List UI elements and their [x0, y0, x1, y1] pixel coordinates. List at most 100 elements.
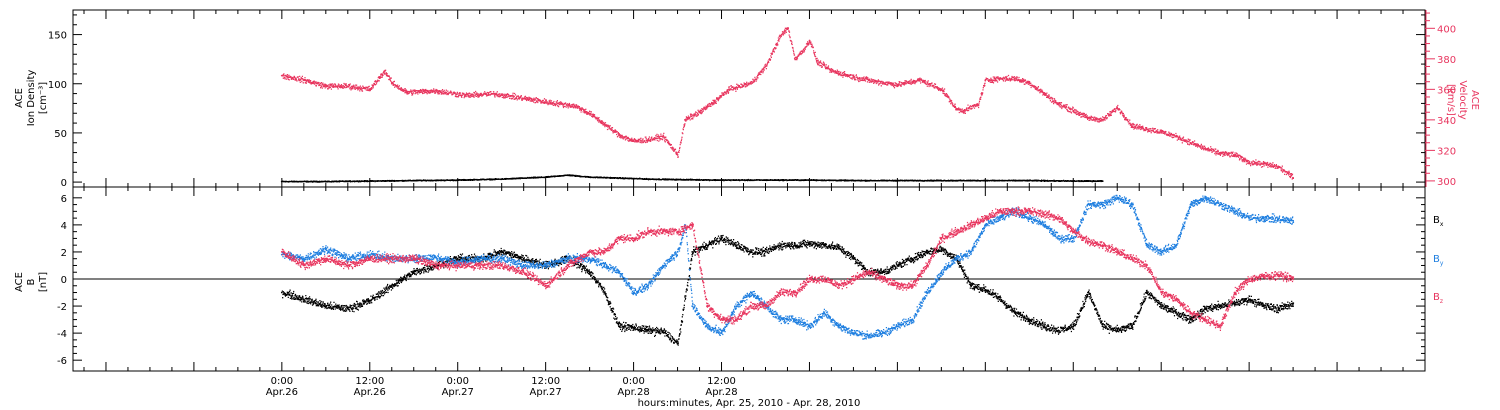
velocity-point-50: [1101, 119, 1104, 121]
bz-point-45: [1043, 213, 1045, 216]
velocity-point-34: [852, 76, 855, 78]
bz-point-20: [676, 230, 679, 233]
velocity-point-27: [779, 35, 781, 37]
velocity-point-61: [1262, 163, 1265, 166]
by-point-26: [749, 291, 752, 294]
legend-bx-name: B: [1433, 215, 1440, 226]
velocity-point-46: [1043, 93, 1045, 95]
bx-point-50: [1116, 329, 1119, 332]
bx-point-18: [647, 329, 650, 332]
x-tick-label-time: 12:00: [531, 376, 560, 387]
by-point-34: [867, 334, 869, 337]
ion-density-point-8: [588, 176, 591, 179]
by-point-61: [1262, 217, 1265, 220]
bz-point-55: [1189, 311, 1192, 314]
velocity-point-31: [808, 39, 811, 42]
bx-point-19: [662, 330, 664, 333]
by-point-15: [603, 264, 606, 267]
velocity-point-57: [1204, 148, 1207, 150]
velocity-point-22: [698, 111, 701, 114]
bx-point-4: [368, 299, 371, 302]
bz-point-47: [1072, 230, 1075, 233]
bx-point-40: [969, 284, 972, 287]
ion-density-point-19: [1028, 179, 1031, 182]
bz-point-52: [1145, 264, 1148, 267]
legend: Bx By Bz: [1433, 215, 1444, 305]
bx-point-55: [1189, 318, 1192, 321]
bz-point-56: [1204, 318, 1207, 321]
bottom-left-tick-label: -6: [57, 356, 67, 367]
by-point-55: [1175, 244, 1177, 247]
bz-point-30: [823, 278, 825, 280]
velocity-point-37: [918, 79, 921, 82]
ion-density-point-9: [618, 177, 620, 180]
velocity-point-14: [588, 112, 591, 115]
by-point-43: [999, 217, 1001, 220]
bottom-left-tick-label: 4: [61, 221, 67, 232]
bz-point-37: [925, 264, 928, 267]
by-point-33: [852, 332, 855, 334]
bx-point-26: [764, 251, 767, 253]
legend-bz-sub: z: [1440, 298, 1443, 305]
velocity-point-7: [405, 91, 408, 94]
bz-point-12: [544, 284, 547, 287]
x-tick-label-date: Apr.27: [530, 387, 562, 398]
bx-point-61: [1277, 307, 1280, 310]
by-point-52: [1131, 203, 1133, 206]
by-point-46: [1043, 224, 1045, 226]
bz-point-25: [749, 305, 752, 307]
bx-point-0: [280, 291, 283, 294]
velocity-point-25: [749, 82, 752, 85]
bz-point-41: [984, 217, 987, 220]
by-point-35: [881, 332, 884, 334]
ion-density-point-5: [500, 178, 503, 181]
by-point-12: [544, 264, 547, 267]
velocity-point-6: [390, 82, 393, 85]
by-point-39: [940, 271, 943, 274]
top-panel-frame: [72, 9, 1426, 188]
bz-point-8: [456, 264, 459, 267]
by-point-11: [522, 264, 525, 267]
by-point-14: [588, 257, 591, 260]
velocity-point-19: [662, 135, 664, 138]
top-right-tick-label: 320: [1437, 146, 1456, 157]
top-left-tick-label: 0: [61, 178, 67, 189]
velocity-point-40: [962, 109, 965, 112]
top-panel: 0 50 100 150 300 320 340 360 380 400 ACE Ion Den…: [14, 9, 1480, 189]
velocity-point-5: [383, 70, 386, 72]
bz-point-44: [1028, 210, 1031, 213]
x-tick-label-date: Apr.26: [354, 387, 386, 398]
by-point-51: [1116, 196, 1119, 199]
velocity-point-47: [1057, 103, 1060, 106]
bz-point-58: [1233, 291, 1236, 294]
by-point-63: [1292, 219, 1294, 222]
top-left-axis-label-line3: [cm⁻³]: [38, 82, 49, 114]
bz-point-33: [867, 271, 869, 274]
x-tick-label-time: 12:00: [355, 376, 384, 387]
bz-point-7: [434, 264, 437, 267]
bx-point-11: [522, 257, 525, 260]
velocity-point-26: [764, 65, 767, 68]
bz-point-60: [1262, 275, 1265, 278]
bz-point-3: [346, 264, 349, 267]
ion-density-point-6: [544, 176, 547, 179]
by-point-22: [691, 305, 694, 307]
bx-point-34: [881, 271, 884, 274]
velocity-point-21: [684, 119, 686, 121]
top-left-axis-label-line2: Ion Density: [26, 70, 37, 127]
bx-point-36: [911, 257, 913, 260]
bx-point-43: [1013, 311, 1016, 314]
velocity-point-42: [984, 79, 987, 82]
by-point-32: [837, 325, 840, 328]
bz-point-15: [603, 251, 606, 253]
velocity-point-56: [1189, 141, 1192, 144]
bz-point-39: [955, 230, 957, 233]
bx-point-57: [1218, 305, 1221, 307]
bottom-left-axis-label-line1: ACE: [14, 272, 25, 292]
bz-point-23: [720, 318, 723, 321]
by-point-4: [368, 253, 371, 256]
velocity-point-60: [1248, 161, 1250, 164]
by-point-40: [955, 257, 957, 260]
bx-point-31: [837, 247, 840, 249]
bz-point-43: [1013, 210, 1016, 213]
